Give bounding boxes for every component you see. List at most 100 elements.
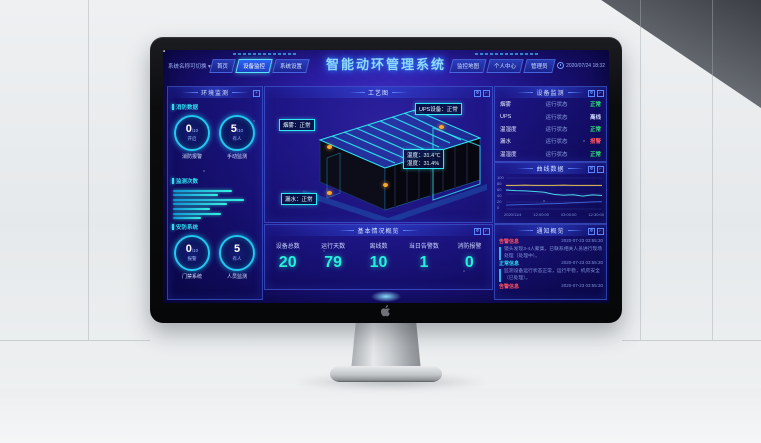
alert-time: 2020-07-23 03:55:30 — [561, 238, 603, 243]
panel-device-status-header: 设备监测 ✲ ⌐ — [495, 87, 606, 98]
gauge-ring: 5/10 有人 — [219, 115, 255, 151]
device-row[interactable]: UPS 运行状态 离线 — [500, 113, 601, 121]
wall-desk-edge — [0, 340, 150, 341]
panel-curve-data: 曲线数据 ✲ ⌐ 100 80 60 40 20 0 2020/11/4 12:00:00 0… — [494, 162, 607, 224]
expand-icon[interactable]: ⌐ — [597, 90, 604, 97]
expand-icon[interactable]: ⌐ — [483, 90, 490, 97]
device-row[interactable]: 烟雾 运行状态 正常 — [500, 102, 601, 109]
curve-chart — [506, 177, 602, 210]
curve-y-axis: 100 80 60 40 20 0 — [497, 176, 504, 210]
gauge-label: 手动监测 — [226, 154, 247, 160]
status-badge: 正常 — [589, 151, 601, 158]
panel-curve-title: 曲线数据 — [536, 167, 565, 173]
inspection-bar — [173, 194, 218, 197]
sensor-dot — [327, 145, 332, 149]
gear-icon[interactable]: ✲ — [588, 90, 595, 97]
inspection-bar-list — [173, 187, 257, 222]
wall-seam — [712, 0, 713, 340]
alert-item[interactable]: 告警信息 2020-07-23 03:55:30 — [499, 283, 603, 290]
sensor-dot — [327, 191, 332, 195]
gear-icon[interactable]: ✲ — [474, 228, 481, 235]
stat-fire-alarms: 消防报警 0 — [457, 244, 482, 271]
expand-icon[interactable]: ⌐ — [597, 166, 604, 173]
callout-ups: UPS设备：正常 — [415, 103, 462, 115]
gauge-label: 消防报警 — [181, 154, 202, 160]
y-tick-label: 40 — [497, 193, 502, 198]
gauge-ring: 5 有人 — [219, 235, 255, 271]
panel-curve-header: 曲线数据 ✲ ⌐ — [495, 163, 606, 174]
callout-temp-humidity: 温度：31.4℃ 湿度：31.4% — [403, 149, 445, 169]
alert-description: 监测设备运行状态正常，运行平稳，机房安全（已处理）。 — [499, 269, 603, 283]
bottom-glow-emblem — [371, 291, 401, 302]
alert-item[interactable]: 告警信息 2020-07-23 03:55:30 镜头发现3-4人聚集，已联系相… — [499, 238, 603, 261]
gauge-label: 人员监测 — [226, 274, 247, 280]
overview-stats-row: 设备总数 20 运行天数 79 离线数 10 当日告警数 1 消防报警 0 — [265, 241, 492, 272]
panel-process-title: 工艺图 — [367, 91, 389, 97]
gauge-ring: 0/10 开启 — [174, 115, 210, 151]
status-badge: 正常 — [589, 126, 601, 133]
system-switcher[interactable]: 系统名称可切换 ▾ — [168, 64, 211, 70]
y-tick-label: 60 — [497, 187, 502, 192]
section-security: 安防系统 — [172, 223, 198, 231]
section-fire-data: 消防数据 — [172, 103, 198, 111]
panel-environment-header: 环境监测 + — [168, 87, 262, 98]
alert-item[interactable]: 正常信息 2020-07-23 03:55:30 监测设备运行状态正常，运行平稳… — [499, 260, 603, 283]
tab-system-settings[interactable]: 系统设置 — [272, 59, 310, 73]
status-badge: 正常 — [589, 102, 601, 109]
background-stars — [163, 50, 165, 52]
alert-time: 2020-07-23 03:55:30 — [561, 260, 603, 265]
expand-icon[interactable]: ⌐ — [483, 228, 490, 235]
tab-monitoring-map[interactable]: 监控地图 — [449, 59, 487, 73]
tab-admin[interactable]: 管理员 — [523, 59, 556, 73]
panel-device-status-title: 设备监测 — [536, 91, 565, 97]
gear-icon[interactable]: ✲ — [588, 166, 595, 173]
y-tick-label: 100 — [497, 175, 504, 180]
gear-icon[interactable]: ✲ — [474, 90, 481, 97]
monitor-stand-neck — [351, 321, 421, 371]
nav-tabs-right: 监控地图 个人中心 管理员 — [449, 59, 556, 73]
y-tick-label: 20 — [497, 199, 502, 204]
panel-process-diagram: 工艺图 ✲ ⌐ — [264, 86, 493, 223]
callout-smoke: 烟雾：正常 — [279, 119, 315, 131]
tab-home[interactable]: 首页 — [209, 59, 236, 73]
panel-notifications-title: 通知概览 — [536, 229, 565, 235]
tab-personal-center[interactable]: 个人中心 — [486, 59, 524, 73]
inspection-bar — [173, 189, 232, 192]
inspection-bar — [173, 217, 201, 220]
datetime-text: 2020/07/24 18:32 — [566, 62, 605, 69]
datetime-display: 2020/07/24 18:32 — [557, 62, 605, 69]
wall-desk-edge — [622, 340, 761, 341]
callout-humidity: 湿度：31.4% — [407, 161, 440, 167]
header-decoration — [233, 53, 297, 55]
stat-total-devices: 设备总数 20 — [275, 244, 300, 271]
panel-device-status: 设备监测 ✲ ⌐ 烟雾 运行状态 正常 UPS 运行状态 离线 温湿度 运行状态… — [494, 86, 607, 162]
clock-icon — [557, 62, 565, 69]
device-row[interactable]: 漏水 运行状态 报警 — [500, 139, 601, 146]
x-tick-label: 2020/11/4 — [504, 212, 522, 217]
panel-notifications-header: 通知概览 ✲ ⌐ — [495, 225, 606, 236]
callout-temperature: 温度：31.4℃ — [407, 153, 441, 159]
tab-device-monitoring[interactable]: 设备监控 — [235, 59, 273, 73]
panel-add-icon[interactable]: + — [253, 90, 260, 97]
expand-icon[interactable]: ⌐ — [597, 228, 604, 235]
gauge-ring: 0/10 报警 — [174, 235, 210, 271]
section-monitor-counts: 监测次数 — [172, 177, 198, 185]
gauge-fire-alarm: 0/10 开启 消防报警 — [172, 115, 212, 160]
header-decoration — [475, 53, 539, 55]
curve-series — [506, 201, 602, 206]
stat-today-alarms: 当日告警数 1 — [408, 244, 439, 271]
wall-seam — [640, 0, 641, 340]
panel-overview-title: 基本情况概览 — [357, 229, 400, 235]
inspection-bar — [173, 212, 221, 215]
gear-icon[interactable]: ✲ — [588, 228, 595, 235]
monitor-screen: 智能动环管理系统 系统名称可切换 ▾ 首页 设备监控 系统设置 监控地图 个人中… — [163, 50, 609, 303]
panel-environment-title: 环境监测 — [200, 91, 229, 97]
x-tick-label: 12:00:00 — [533, 212, 549, 217]
device-row[interactable]: 温湿度 运行状态 正常 — [500, 151, 601, 158]
inspection-bar — [173, 207, 211, 210]
gauge-label: 门禁系统 — [181, 274, 202, 280]
panel-overview: 基本情况概览 ✲ ⌐ 设备总数 20 运行天数 79 离线数 10 当日告警数 1 消防… — [264, 224, 493, 290]
x-tick-label: 03:00:00 — [560, 212, 577, 217]
inspection-bar — [173, 203, 228, 206]
device-row[interactable]: 温湿度 运行状态 正常 — [500, 126, 601, 133]
